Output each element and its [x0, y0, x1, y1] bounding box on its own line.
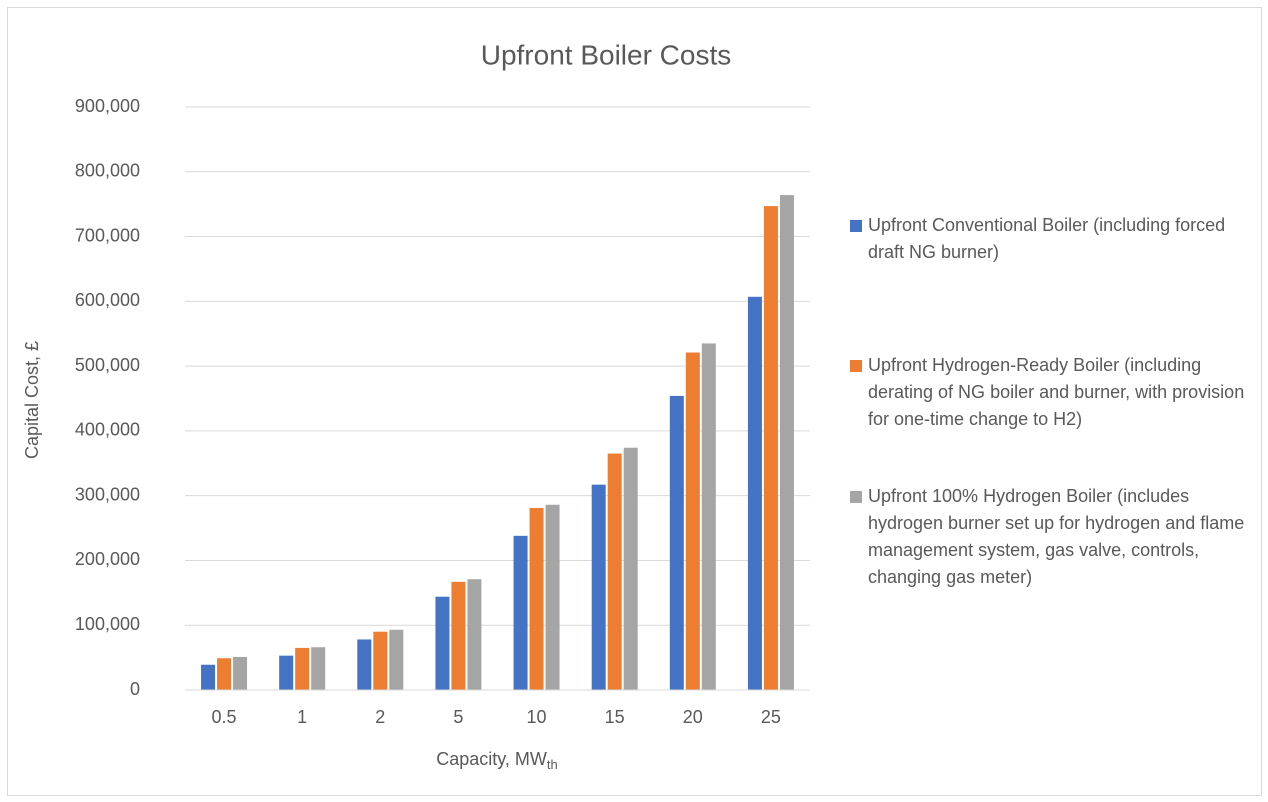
x-tick-label: 5	[453, 707, 463, 727]
x-axis-label-main: Capacity, MW	[436, 749, 547, 769]
bar	[623, 447, 638, 690]
x-tick-label: 0.5	[212, 707, 237, 727]
bar	[389, 629, 404, 690]
x-axis-label: Capacity, MWth	[436, 749, 558, 773]
bar	[607, 453, 622, 690]
bar	[217, 658, 232, 690]
legend-label: Upfront Hydrogen-Ready Boiler (including…	[868, 355, 1245, 429]
chart-title: Upfront Boiler Costs	[481, 39, 732, 70]
bar	[513, 535, 528, 690]
x-tick-label: 20	[683, 707, 703, 727]
bar	[669, 395, 684, 690]
y-tick-label: 0	[130, 679, 140, 699]
y-tick-label: 900,000	[75, 96, 140, 116]
bar	[763, 206, 778, 691]
bar	[451, 581, 466, 690]
bar	[685, 352, 700, 690]
y-tick-label: 200,000	[75, 549, 140, 569]
x-tick-label: 2	[375, 707, 385, 727]
bar	[545, 504, 560, 690]
bar	[233, 656, 248, 690]
y-tick-label: 800,000	[75, 161, 140, 181]
legend-swatch	[850, 220, 862, 232]
y-axis-label: Capital Cost, £	[22, 341, 42, 459]
bar	[779, 195, 794, 690]
chart-border	[7, 7, 1262, 796]
bar	[311, 647, 326, 690]
legend-entry: Upfront Hydrogen-Ready Boiler (including…	[850, 352, 1255, 433]
bar	[435, 596, 450, 690]
legend-entry: Upfront Conventional Boiler (including f…	[850, 212, 1255, 266]
bar	[357, 639, 372, 690]
x-tick-label: 15	[605, 707, 625, 727]
bar	[279, 655, 294, 690]
y-tick-label: 300,000	[75, 484, 140, 504]
x-tick-label: 10	[527, 707, 547, 727]
bar	[701, 343, 716, 690]
legend-entry: Upfront 100% Hydrogen Boiler (includes h…	[850, 483, 1255, 591]
legend-label: Upfront Conventional Boiler (including f…	[868, 215, 1226, 262]
legend-swatch	[850, 491, 862, 503]
y-tick-label: 500,000	[75, 355, 140, 375]
x-axis-label-subscript: th	[547, 757, 558, 772]
bar	[201, 664, 216, 690]
legend-label: Upfront 100% Hydrogen Boiler (includes h…	[868, 486, 1245, 587]
y-tick-label: 700,000	[75, 225, 140, 245]
bar	[295, 647, 310, 690]
y-tick-label: 400,000	[75, 420, 140, 440]
bar	[747, 296, 762, 690]
x-tick-label: 1	[297, 707, 307, 727]
bar	[467, 579, 482, 690]
y-tick-label: 600,000	[75, 290, 140, 310]
legend-swatch	[850, 360, 862, 372]
x-tick-label: 25	[761, 707, 781, 727]
bar	[373, 631, 388, 690]
y-tick-label: 100,000	[75, 614, 140, 634]
bar	[591, 484, 606, 690]
bar	[529, 507, 544, 690]
